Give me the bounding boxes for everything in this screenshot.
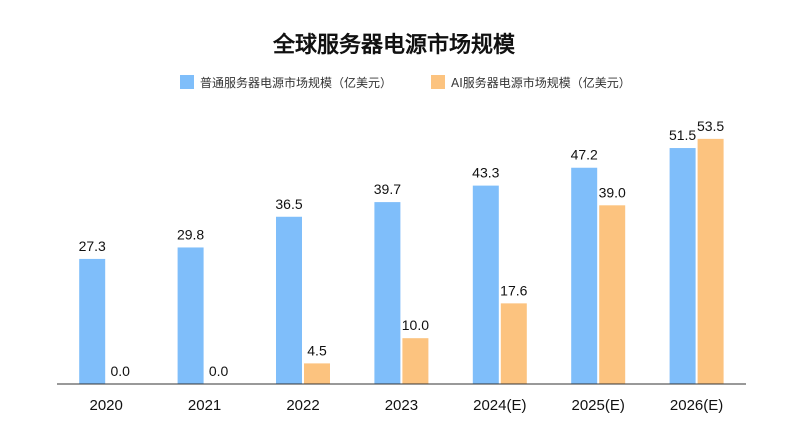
bar-ai-3 <box>402 338 429 384</box>
bar-general-1 <box>177 247 204 384</box>
legend-swatch-ai-server-power <box>431 75 445 89</box>
bar-ai-4 <box>500 303 527 384</box>
x-tick-label-3: 2023 <box>385 397 418 414</box>
value-label-ai-2: 4.5 <box>307 342 327 358</box>
x-tick-labels-group: 2020 2021 2022 2023 2024(E) 2025(E) 2026(E) <box>90 397 724 414</box>
bar-general-3 <box>374 202 401 384</box>
x-tick-label-0: 2020 <box>90 397 123 414</box>
x-tick-label-5: 2025(E) <box>572 397 625 414</box>
x-tick-label-1: 2021 <box>188 397 221 414</box>
x-tick-label-4: 2024(E) <box>473 397 526 414</box>
legend-label-general-server-power: 普通服务器电源市场规模（亿美元） <box>200 75 392 90</box>
x-tick-label-2: 2022 <box>286 397 319 414</box>
bar-ai-5 <box>599 205 626 384</box>
value-label-general-3: 39.7 <box>374 181 401 197</box>
value-label-ai-1: 0.0 <box>209 363 229 379</box>
legend: 普通服务器电源市场规模（亿美元） AI服务器电源市场规模（亿美元） <box>180 75 631 90</box>
value-label-general-2: 36.5 <box>275 196 302 212</box>
bar-general-2 <box>276 216 302 384</box>
bar-ai-2 <box>304 363 330 384</box>
legend-label-ai-server-power: AI服务器电源市场规模（亿美元） <box>451 75 631 90</box>
bar-general-4 <box>472 185 499 384</box>
value-label-ai-4: 17.6 <box>500 282 527 298</box>
x-tick-label-6: 2026(E) <box>670 397 723 414</box>
bar-general-6 <box>669 148 696 384</box>
value-label-ai-0: 0.0 <box>110 363 130 379</box>
chart-title: 全球服务器电源市场规模 <box>272 32 516 58</box>
bar-general-0 <box>79 258 106 384</box>
bar-ai-6 <box>697 138 724 384</box>
value-label-general-4: 43.3 <box>472 165 499 181</box>
value-labels-group: 27.3 0.0 29.8 0.0 36.5 4.5 39.7 10.0 43.3 17.6 47.… <box>79 118 725 379</box>
legend-swatch-general-server-power <box>180 75 194 89</box>
bars-group <box>79 138 724 384</box>
value-label-ai-3: 10.0 <box>402 317 429 333</box>
value-label-general-0: 27.3 <box>79 238 106 254</box>
bar-general-5 <box>571 167 598 384</box>
value-label-general-5: 47.2 <box>571 147 598 163</box>
value-label-ai-6: 53.5 <box>697 118 724 134</box>
value-label-general-1: 29.8 <box>177 226 204 242</box>
value-label-ai-5: 39.0 <box>599 184 626 200</box>
value-label-general-6: 51.5 <box>669 127 696 143</box>
